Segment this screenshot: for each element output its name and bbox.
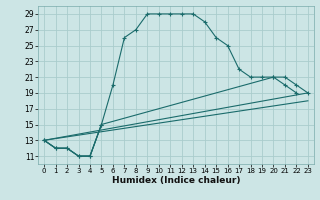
X-axis label: Humidex (Indice chaleur): Humidex (Indice chaleur)	[112, 176, 240, 185]
